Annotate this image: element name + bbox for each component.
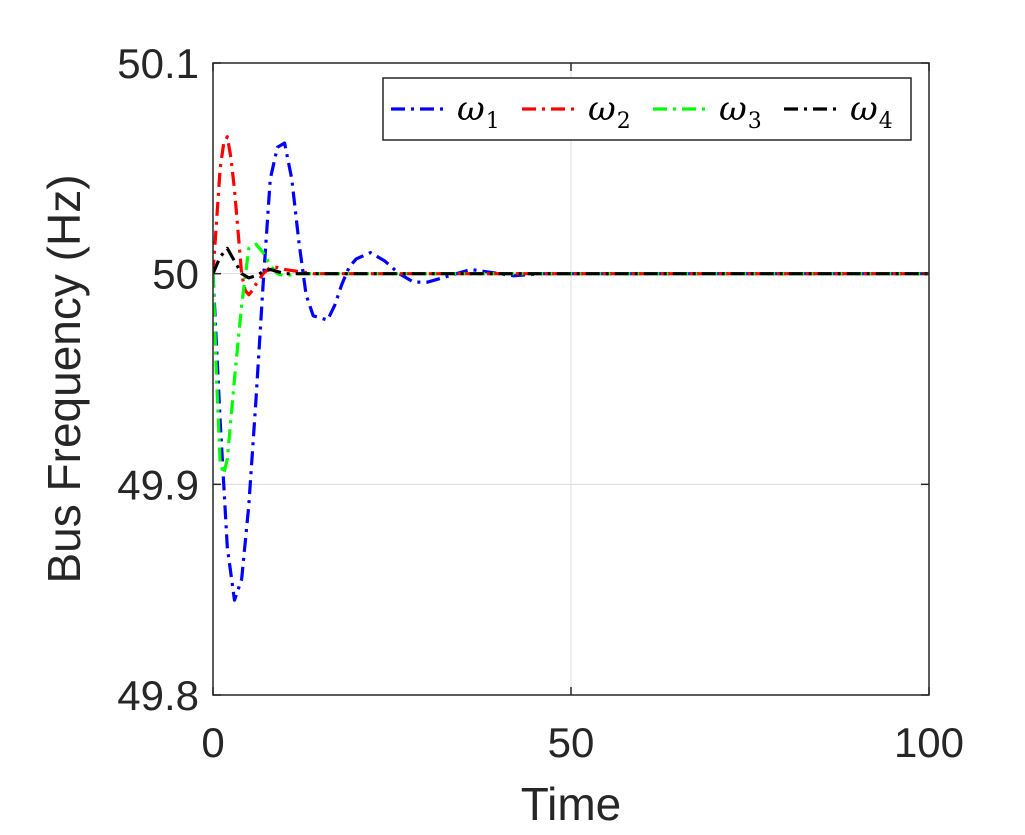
- legend-label-1: ω1: [457, 89, 500, 134]
- y-axis-label: Bus Frequency (Hz): [38, 174, 90, 583]
- legend-label-2: ω2: [588, 89, 631, 134]
- legend-label-3: ω3: [719, 89, 762, 134]
- x-axis-label: Time: [521, 778, 622, 830]
- x-tick-label-1: 50: [548, 719, 595, 766]
- series-group: [213, 135, 929, 602]
- legend: ω1 ω2 ω3 ω4: [382, 77, 912, 141]
- y-tick-label-3: 50.1: [117, 40, 199, 87]
- y-tick-label-1: 49.9: [117, 461, 199, 508]
- series-line-3: [213, 242, 929, 476]
- x-tick-label-2: 100: [894, 719, 964, 766]
- axis-ticks: [212, 62, 930, 696]
- y-tick-label-2: 50: [152, 251, 199, 298]
- x-tick-label-0: 0: [201, 719, 224, 766]
- y-tick-label-0: 49.8: [117, 672, 199, 719]
- tick-labels: 0 50 100 49.8 49.9 50 50.1: [117, 40, 964, 766]
- series-line-4: [213, 246, 929, 280]
- legend-label-4: ω4: [850, 89, 893, 134]
